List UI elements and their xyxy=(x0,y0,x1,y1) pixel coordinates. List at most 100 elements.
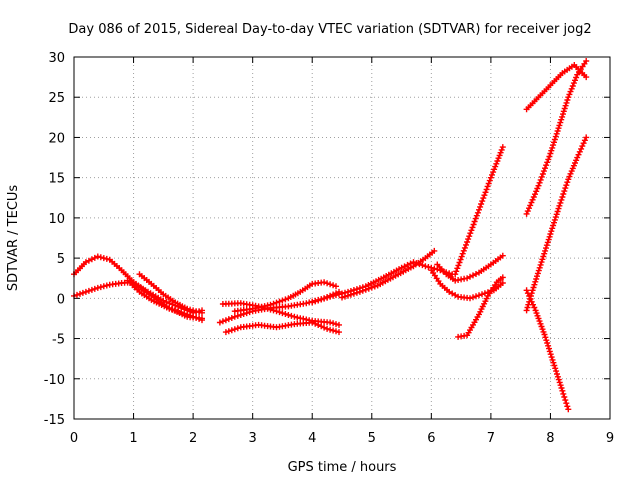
data-point-marker xyxy=(353,289,360,296)
data-series-10 xyxy=(428,267,506,302)
data-point-marker xyxy=(524,304,531,311)
data-point-marker xyxy=(527,295,534,302)
data-point-marker xyxy=(499,252,506,259)
axis-layer: 0 1 2 3 4 5 6 7 8 9 -15 -10 -5 0 5 10 15 20 25 30 xyxy=(44,51,614,446)
data-point-marker xyxy=(477,203,484,210)
data-point-marker xyxy=(225,328,232,335)
data-point-marker xyxy=(345,292,351,299)
data-point-marker xyxy=(467,295,473,302)
data-point-marker xyxy=(533,188,540,195)
data-point-marker xyxy=(529,287,536,294)
data-point-marker xyxy=(228,315,235,321)
data-point-marker xyxy=(537,261,544,268)
data-series-6 xyxy=(222,319,342,336)
data-point-marker xyxy=(560,108,567,115)
data-point-marker xyxy=(476,292,482,299)
data-point-marker xyxy=(544,159,551,166)
data-point-marker xyxy=(333,321,339,328)
data-point-marker xyxy=(231,313,238,320)
data-point-marker xyxy=(178,309,185,316)
data-point-marker xyxy=(103,282,110,289)
data-point-marker xyxy=(539,256,546,263)
data-point-marker xyxy=(533,276,540,282)
data-point-marker xyxy=(532,278,539,285)
data-point-marker xyxy=(492,163,499,170)
data-point-marker xyxy=(88,286,95,293)
data-point-marker xyxy=(549,144,556,151)
data-point-marker xyxy=(103,255,110,262)
data-point-marker xyxy=(543,337,550,344)
data-point-marker xyxy=(566,173,573,180)
data-point-marker xyxy=(578,145,585,152)
x-tick-label: 1 xyxy=(129,431,137,446)
data-point-marker xyxy=(422,263,429,270)
data-point-marker xyxy=(581,137,588,144)
data-point-marker xyxy=(551,216,558,223)
data-point-marker xyxy=(547,150,554,157)
data-point-marker xyxy=(336,329,342,336)
data-point-marker xyxy=(368,284,375,291)
data-point-marker xyxy=(327,319,334,326)
data-point-marker xyxy=(546,348,553,355)
data-point-marker xyxy=(545,342,552,349)
data-point-marker xyxy=(270,300,277,307)
data-point-marker xyxy=(484,183,491,190)
data-point-marker xyxy=(543,242,550,249)
data-point-marker xyxy=(279,297,286,304)
data-point-marker xyxy=(528,199,535,206)
data-point-marker xyxy=(499,144,506,151)
data-point-marker xyxy=(273,299,280,306)
chart-title: Day 086 of 2015, Sidereal Day-to-day VTE… xyxy=(68,22,591,37)
data-point-marker xyxy=(534,273,540,280)
x-tick-label: 3 xyxy=(249,431,257,446)
y-tick-label: -15 xyxy=(44,413,65,428)
data-point-marker xyxy=(184,305,191,312)
data-point-marker xyxy=(481,192,488,199)
data-point-marker xyxy=(553,211,560,218)
data-point-marker xyxy=(572,77,578,84)
data-point-marker xyxy=(560,390,567,397)
data-point-marker xyxy=(537,176,544,183)
data-point-marker xyxy=(568,168,575,175)
data-point-marker xyxy=(318,323,325,330)
data-point-marker xyxy=(562,102,569,109)
data-point-marker xyxy=(497,149,504,156)
data-point-marker xyxy=(563,400,570,407)
data-point-marker xyxy=(465,236,472,243)
data-series-11 xyxy=(434,252,506,284)
data-point-marker xyxy=(471,218,478,225)
data-point-marker xyxy=(558,116,565,123)
data-point-marker xyxy=(282,296,289,303)
data-point-marker xyxy=(545,236,552,243)
data-point-marker xyxy=(539,171,546,177)
data-point-marker xyxy=(553,130,560,137)
data-point-marker xyxy=(187,312,194,319)
data-point-marker xyxy=(460,247,467,254)
data-point-marker xyxy=(542,165,548,172)
data-point-marker xyxy=(550,222,557,229)
data-point-marker xyxy=(172,307,179,314)
data-point-marker xyxy=(554,373,561,380)
data-point-marker xyxy=(556,379,563,386)
data-point-marker xyxy=(555,376,562,383)
data-point-marker xyxy=(485,180,492,187)
data-point-marker xyxy=(486,177,493,184)
data-point-marker xyxy=(456,259,463,266)
data-point-marker xyxy=(425,264,432,270)
data-point-marker xyxy=(228,327,235,334)
series-layer xyxy=(71,58,590,413)
data-point-marker xyxy=(569,83,576,89)
data-point-marker xyxy=(554,371,560,377)
data-point-marker xyxy=(548,354,555,361)
data-series-3 xyxy=(136,271,205,316)
data-point-marker xyxy=(541,250,548,257)
data-point-marker xyxy=(479,291,485,298)
data-point-marker xyxy=(472,215,479,222)
data-point-marker xyxy=(468,227,475,234)
data-point-marker xyxy=(545,156,552,163)
x-tick-label: 0 xyxy=(70,431,78,446)
data-point-marker xyxy=(535,267,542,274)
data-point-marker xyxy=(94,284,101,291)
data-point-marker xyxy=(324,294,331,301)
data-series-16 xyxy=(523,62,590,113)
